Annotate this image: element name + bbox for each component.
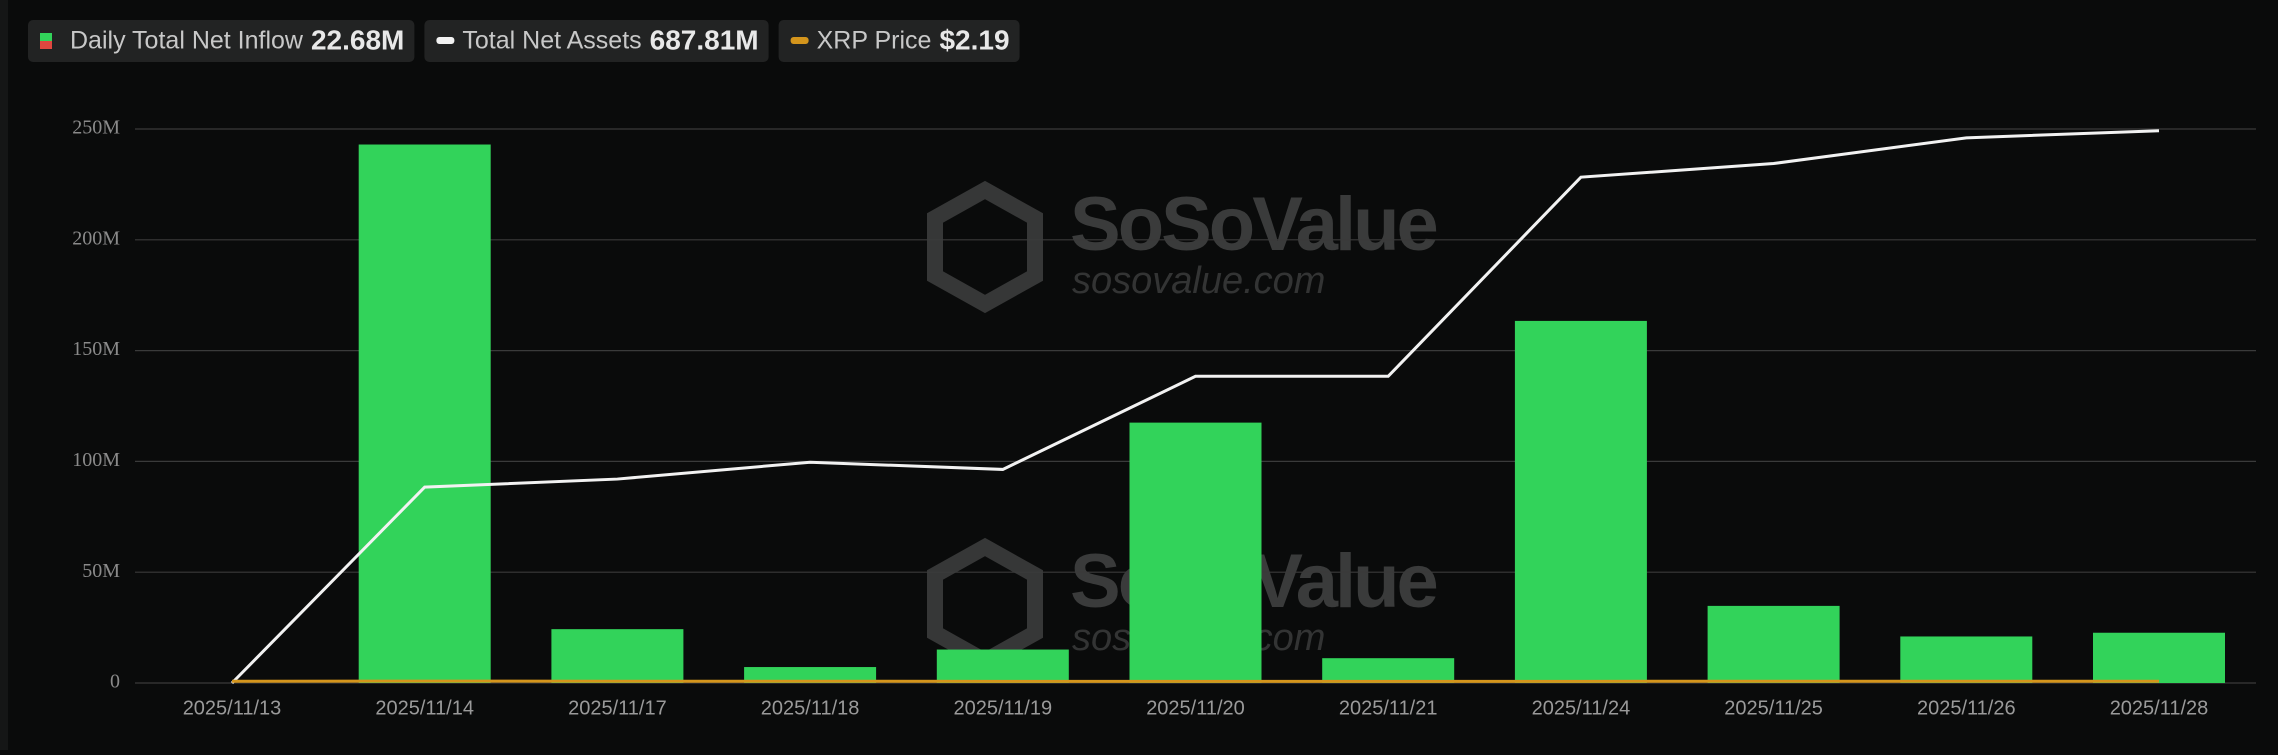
y-tick-label: 250M [72,117,120,139]
legend-item: XRP Price$2.19 [779,20,1020,62]
legend-value: $2.19 [939,24,1009,55]
x-tick-label: 2025/11/26 [1917,697,2016,719]
watermark-subtext: sosovalue.com [1072,260,1325,302]
bar [1322,658,1454,683]
legend-icon [40,33,52,41]
legend-value: 687.81M [650,24,759,55]
x-tick-label: 2025/11/20 [1146,697,1245,719]
bar [2093,633,2225,683]
x-tick-label: 2025/11/18 [761,697,860,719]
x-tick-label: 2025/11/28 [2110,697,2209,719]
legend-name: XRP Price [817,27,932,55]
y-tick-label: 0 [110,671,120,693]
x-tick-label: 2025/11/17 [568,697,667,719]
x-tick-label: 2025/11/25 [1724,697,1823,719]
watermark-text: SoSoValue [1070,182,1437,267]
x-tick-label: 2025/11/24 [1532,697,1631,719]
watermark-logo [935,190,1035,304]
bar [1708,606,1840,683]
legend-icon [40,41,52,49]
y-tick-label: 150M [72,338,120,360]
bar [937,650,1069,683]
bar [1515,321,1647,683]
bar [359,145,491,683]
x-tick-label: 2025/11/13 [183,697,282,719]
legend-name: Daily Total Net Inflow [70,27,304,55]
legend-icon [436,37,454,44]
y-tick-label: 50M [82,560,120,582]
y-tick-label: 200M [72,227,120,249]
legend-item: Total Net Assets 687.81M [424,20,768,62]
legend-icon [791,37,809,44]
legend-value: 22.68M [311,24,404,55]
bar [1130,423,1262,683]
bar [551,629,683,683]
x-tick-label: 2025/11/19 [953,697,1052,719]
x-tick-label: 2025/11/14 [375,697,474,719]
x-tick-label: 2025/11/21 [1339,697,1438,719]
y-tick-label: 100M [72,449,120,471]
legend-name: Total Net Assets [462,27,641,55]
left-edge [0,0,8,750]
bar [1900,636,2032,683]
watermark-logo [935,547,1035,661]
